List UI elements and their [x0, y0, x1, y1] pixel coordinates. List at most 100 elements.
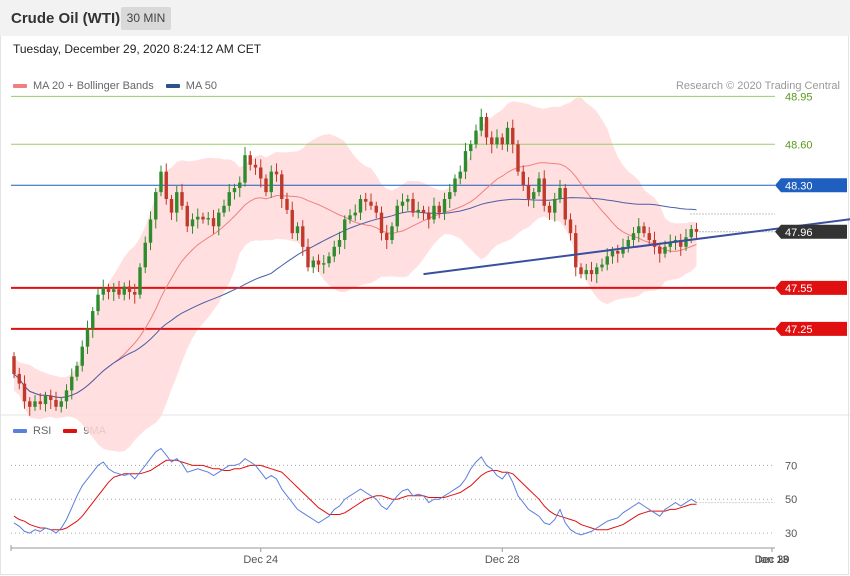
candle-body — [12, 356, 16, 374]
candle-body — [206, 218, 210, 220]
candle-body — [348, 215, 352, 220]
candle-body — [390, 226, 394, 240]
candle-body — [133, 291, 137, 295]
candle-body — [253, 164, 258, 168]
candle-body — [684, 237, 688, 247]
candle-body — [589, 270, 594, 275]
candle-body — [248, 155, 252, 165]
candle-body — [490, 137, 494, 145]
candle-body — [579, 267, 583, 275]
level-tag-47.96 — [775, 224, 847, 239]
candle-body — [668, 242, 672, 247]
candle-body — [259, 167, 263, 179]
candle-body — [442, 198, 447, 213]
candle-body — [185, 205, 189, 227]
timeframe-badge[interactable]: 30 MIN — [121, 7, 171, 30]
candle-body — [406, 198, 410, 202]
candle-body — [17, 373, 21, 384]
candle-body — [353, 212, 357, 216]
candle-body — [138, 267, 142, 295]
candle-body — [196, 216, 200, 220]
legend-ma20: MA 20 + Bollinger Bands — [13, 80, 154, 92]
candle-body — [458, 171, 462, 179]
rsi-tick-label: 30 — [785, 528, 797, 540]
candle-body — [626, 239, 630, 247]
candle-body — [411, 198, 415, 213]
trendline — [423, 218, 850, 276]
ma9-swatch-icon — [63, 429, 78, 433]
candle-body — [400, 201, 405, 206]
candle-body — [369, 201, 373, 206]
candle-body — [631, 233, 636, 240]
candle-body — [101, 287, 105, 295]
candle-body — [679, 239, 683, 247]
candle-body — [222, 205, 226, 213]
candle-body — [33, 401, 37, 407]
candle-body — [322, 263, 326, 265]
candle-body — [49, 395, 53, 400]
legend-ma50-label: MA 50 — [185, 80, 217, 92]
candle-body — [22, 383, 27, 402]
header-bar: Crude Oil (WTI) 30 MIN — [0, 0, 850, 36]
candle-body — [537, 178, 541, 193]
candle-body — [175, 192, 179, 213]
candle-body — [600, 264, 604, 268]
candle-body — [85, 328, 90, 347]
level-label-47.25: 47.25 — [785, 324, 813, 336]
instrument-title: Crude Oil (WTI) — [11, 10, 121, 27]
candle-body — [364, 198, 368, 202]
candle-body — [484, 116, 489, 138]
candle-body — [211, 218, 216, 227]
ma50-swatch-icon — [165, 84, 180, 88]
ma20-line — [13, 162, 697, 399]
copyright: Research © 2020 Trading Central — [675, 80, 840, 92]
candle-body — [416, 209, 420, 213]
level-label-47.55: 47.55 — [785, 283, 813, 295]
candle-body — [563, 188, 567, 220]
bollinger-fill — [14, 97, 697, 452]
level-label-48.95: 48.95 — [785, 91, 813, 103]
candle-body — [358, 198, 363, 213]
candle-body — [106, 287, 111, 292]
candle-body — [117, 289, 121, 295]
candle-body — [500, 137, 504, 145]
candle-body — [379, 212, 384, 234]
candle-body — [437, 205, 441, 213]
ma20-swatch-icon — [13, 84, 27, 88]
candle-body — [658, 246, 662, 254]
candle-body — [154, 192, 158, 220]
candle-body — [80, 346, 84, 366]
rsi-swatch-icon — [13, 429, 27, 433]
trend-annotations — [423, 218, 850, 276]
candle-body — [427, 212, 431, 220]
rsi-ma9-line — [13, 459, 697, 531]
candle-body — [547, 205, 552, 213]
level-tag-48.30 — [775, 178, 847, 193]
candle-body — [469, 144, 473, 152]
candle-body — [112, 289, 116, 292]
candle-body — [621, 246, 625, 254]
moving-averages — [13, 162, 697, 399]
candle-body — [568, 219, 573, 234]
candle-body — [91, 311, 95, 329]
candle-body — [584, 270, 588, 275]
candle-body — [70, 376, 74, 391]
candle-body — [337, 239, 342, 247]
candle-body — [285, 198, 289, 210]
x-tick-label: Dec 28 — [485, 554, 520, 566]
candle-body — [642, 226, 646, 234]
candle-body — [311, 260, 315, 268]
candle-body — [306, 246, 310, 268]
candle-body — [28, 401, 32, 407]
level-label-47.96: 47.96 — [785, 227, 813, 239]
candle-body — [301, 226, 305, 247]
candle-body — [663, 246, 667, 254]
candle-body — [553, 198, 557, 213]
candle-body — [64, 390, 69, 402]
candle-body — [421, 209, 426, 213]
candle-body — [652, 239, 657, 247]
candle-body — [243, 155, 247, 183]
x-tick-label: Dec 30 — [755, 554, 790, 566]
legend-ma50: MA 50 — [165, 80, 217, 92]
